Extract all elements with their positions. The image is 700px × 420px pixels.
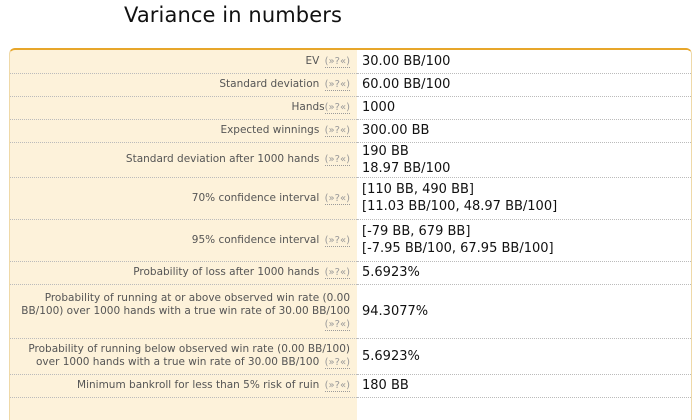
stat-value: 300.00 BB: [362, 123, 430, 138]
stat-row: 95% confidence interval (»?«) [-79 BB, 67…: [10, 219, 691, 262]
stat-value: 94.3077%: [362, 303, 429, 319]
variance-table: EV (»?«) 30.00 BB/100 Standard deviation (…: [10, 50, 691, 398]
stat-label-cell: Probability of loss after 1000 hands (»?…: [10, 261, 357, 285]
variance-panel: EV (»?«) 30.00 BB/100 Standard deviation (…: [9, 48, 692, 420]
stat-label: Probability of running at or above obser…: [21, 291, 350, 317]
stat-value-cell: [110 BB, 490 BB] [11.03 BB/100, 48.97 BB/…: [357, 177, 691, 220]
stat-value: [11.03 BB/100, 48.97 BB/100]: [362, 199, 558, 214]
stat-label: 70% confidence interval: [191, 191, 320, 204]
stat-label: Probability of loss after 1000 hands: [133, 266, 320, 278]
help-link[interactable]: (»?«): [324, 55, 350, 68]
stat-label-cell: 70% confidence interval (»?«): [10, 177, 357, 220]
stat-label: Standard deviation after 1000 hands: [125, 153, 320, 165]
stat-value: 5.6923%: [362, 265, 420, 280]
stat-value-cell: [-79 BB, 679 BB] [-7.95 BB/100, 67.95 BB/…: [357, 219, 691, 262]
stat-row: Hands(»?«) 1000: [10, 96, 691, 120]
stat-value-cell: 60.00 BB/100: [357, 73, 691, 97]
stat-label: Standard deviation: [219, 78, 320, 90]
stat-value-cell: 30.00 BB/100: [357, 50, 691, 74]
stat-value: 5.6923%: [362, 348, 420, 364]
stat-value: [110 BB, 490 BB]: [362, 182, 474, 197]
stat-label-cell: Hands(»?«): [10, 96, 357, 120]
stat-value: 30.00 BB/100: [362, 53, 451, 69]
help-link[interactable]: (»?«): [324, 318, 350, 331]
stat-label-cell: Standard deviation after 1000 hands (»?«…: [10, 142, 357, 178]
stat-label-cell: Minimum bankroll for less than 5% risk o…: [10, 374, 357, 398]
help-link[interactable]: (»?«): [324, 154, 350, 166]
stat-label: Minimum bankroll for less than 5% risk o…: [77, 379, 320, 391]
stat-row: Minimum bankroll for less than 5% risk o…: [10, 374, 691, 398]
stat-value-cell: 300.00 BB: [357, 119, 691, 143]
page-title: Variance in numbers: [124, 3, 343, 27]
stat-label-cell: Probability of running below observed wi…: [10, 338, 357, 375]
help-link[interactable]: (»?«): [324, 234, 350, 247]
stat-value: 18.97 BB/100: [362, 160, 451, 176]
stat-row: Standard deviation after 1000 hands (»?«…: [10, 142, 691, 178]
stat-value: 60.00 BB/100: [362, 77, 451, 92]
stat-row: Probability of running at or above obser…: [10, 284, 691, 339]
stat-value-cell: 5.6923%: [357, 338, 691, 375]
stat-label: 95% confidence interval: [191, 233, 320, 246]
stat-row: 70% confidence interval (»?«) [110 BB, 49…: [10, 177, 691, 220]
stat-label: Hands: [291, 101, 325, 113]
help-link[interactable]: (»?«): [324, 102, 350, 114]
stat-label: EV: [305, 54, 320, 67]
help-link[interactable]: (»?«): [324, 380, 350, 392]
stat-value-cell: 180 BB: [357, 374, 691, 398]
stat-row: Probability of loss after 1000 hands (»?…: [10, 261, 691, 285]
stat-value-cell: 94.3077%: [357, 284, 691, 339]
stat-label-cell: EV (»?«): [10, 50, 357, 74]
stat-row: Probability of running below observed wi…: [10, 338, 691, 375]
stat-row: Standard deviation (»?«) 60.00 BB/100: [10, 73, 691, 97]
help-link[interactable]: (»?«): [324, 357, 350, 369]
stat-label-cell: 95% confidence interval (»?«): [10, 219, 357, 262]
stat-value: 1000: [362, 100, 396, 115]
stat-value: [-79 BB, 679 BB]: [362, 224, 471, 239]
help-link[interactable]: (»?«): [324, 192, 350, 205]
help-link[interactable]: (»?«): [324, 79, 350, 91]
stat-value-cell: 1000: [357, 96, 691, 120]
help-link[interactable]: (»?«): [324, 267, 350, 279]
stat-label: Probability of running below observed wi…: [28, 343, 350, 368]
stat-value: [-7.95 BB/100, 67.95 BB/100]: [362, 241, 554, 256]
help-link[interactable]: (»?«): [324, 125, 350, 137]
stat-value-cell: 5.6923%: [357, 261, 691, 285]
stat-value: 190 BB: [362, 143, 409, 159]
stat-label: Expected winnings: [220, 124, 320, 136]
stat-label-cell: Probability of running at or above obser…: [10, 284, 357, 339]
stat-label-cell: Standard deviation (»?«): [10, 73, 357, 97]
stat-value-cell: 190 BB 18.97 BB/100: [357, 142, 691, 178]
stat-value: 180 BB: [362, 378, 409, 393]
stat-label-cell: Expected winnings (»?«): [10, 119, 357, 143]
stat-row: Expected winnings (»?«) 300.00 BB: [10, 119, 691, 143]
stat-row: EV (»?«) 30.00 BB/100: [10, 50, 691, 74]
